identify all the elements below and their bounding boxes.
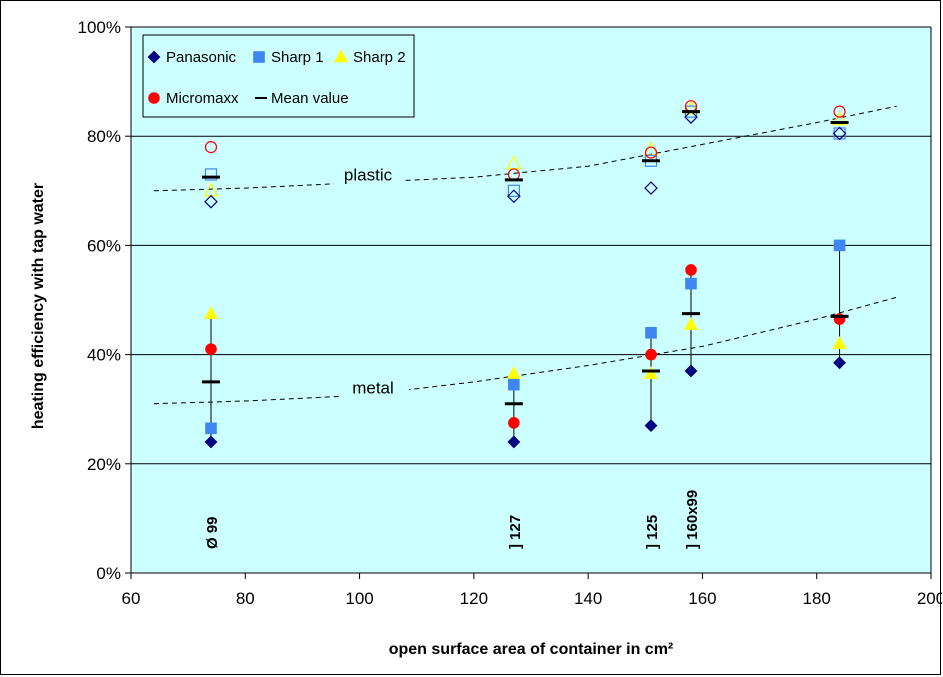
panasonic-metal-point: [684, 364, 698, 378]
container-size-label: ] 125: [644, 515, 661, 549]
panasonic-plastic-point: [507, 189, 521, 204]
panasonic-metal-point: [644, 419, 658, 433]
trendline-metal: [153, 296, 897, 405]
sharp-1-metal-point: [833, 239, 846, 252]
sharp-2-metal-point: [203, 306, 219, 319]
legend-label-micromaxx: Micromaxx: [166, 90, 239, 107]
trendline-plastic: [153, 105, 897, 192]
panasonic-metal-point: [507, 435, 521, 449]
trendline-label-plastic: plastic: [344, 166, 393, 185]
container-size-label: Ø 99: [204, 516, 221, 549]
panasonic-metal-point: [833, 356, 846, 370]
sharp-1-metal-point: [685, 277, 697, 290]
annotation-backing: [204, 464, 234, 572]
y-tick-label: 0%: [96, 564, 121, 583]
panasonic-metal-point: [204, 435, 218, 449]
legend-label-sharp-1: Sharp 1: [271, 49, 324, 66]
micromaxx-plastic-point: [833, 105, 846, 118]
trendline-label-metal: metal: [352, 379, 394, 398]
y-tick-label: 60%: [87, 236, 121, 255]
container-size-label: ] 160x99: [684, 490, 701, 549]
x-axis-title: open surface area of container in cm²: [389, 641, 674, 658]
legend-symbol-sharp-2: [333, 49, 349, 63]
legend-label-sharp-2: Sharp 2: [353, 49, 406, 66]
sharp-2-plastic-point: [832, 111, 848, 126]
legend-symbol-panasonic: [147, 50, 161, 64]
x-tick-label: 140: [574, 589, 602, 608]
sharp-1-metal-point: [205, 422, 217, 435]
panasonic-plastic-point: [832, 126, 847, 141]
x-tick-label: 80: [236, 589, 255, 608]
panasonic-plastic-point: [644, 181, 658, 195]
sharp-2-metal-point: [832, 336, 847, 349]
sharp-2-plastic-point: [683, 100, 699, 115]
x-tick-label: 60: [122, 589, 141, 608]
sharp-1-metal-point: [645, 326, 657, 339]
sharp-2-metal-point: [506, 366, 521, 380]
annotation-backing: [684, 464, 714, 572]
y-axis-title: heating efficiency with tap water: [30, 183, 47, 429]
x-tick-label: 160: [688, 589, 716, 608]
sharp-1-plastic-point: [507, 184, 520, 197]
legend: Panasonic Sharp 1 Sharp 2 Micromaxx Mean val…: [142, 34, 415, 118]
sharp-2-metal-point: [643, 366, 659, 380]
annotations: Ø 99 ] 127 ] 125 ] 160x99: [204, 464, 714, 572]
legend-symbol-sharp-1: [253, 51, 265, 63]
panasonic-plastic-point: [684, 110, 698, 124]
x-tick-labels: 60 80 100 120 140 160 180 200: [122, 589, 942, 608]
annotation-backing: [644, 464, 674, 572]
y-tick-label: 100%: [78, 18, 121, 37]
x-tick-label: 100: [345, 589, 373, 608]
y-tick-label: 40%: [87, 346, 121, 365]
micromaxx-metal-point: [205, 343, 217, 355]
y-tick-label: 20%: [87, 455, 121, 474]
sharp-1-plastic-point: [204, 168, 218, 181]
sharp-1-metal-point: [508, 378, 520, 391]
data-marks: [202, 100, 849, 449]
micromaxx-plastic-point: [204, 141, 218, 154]
x-tick-label: 200: [917, 589, 942, 608]
legend-symbol-micromaxx: [148, 92, 160, 104]
container-size-label: ] 127: [507, 515, 524, 549]
panasonic-plastic-point: [204, 194, 218, 209]
y-tick-labels: 0% 20% 40% 60% 80% 100%: [78, 18, 121, 583]
x-tick-label: 120: [460, 589, 488, 608]
axes: [130, 26, 932, 574]
trendline-label-backing: [334, 162, 404, 185]
trendline-label-backing: [339, 375, 409, 398]
legend-label-panasonic: Panasonic: [166, 49, 237, 66]
trendlines: plastic metal: [153, 105, 897, 405]
y-tick-label: 80%: [87, 127, 121, 146]
micromaxx-metal-point: [508, 417, 520, 429]
legend-label-mean-value: Mean value: [271, 90, 349, 107]
sharp-2-metal-point: [683, 316, 699, 330]
x-tick-label: 180: [803, 589, 831, 608]
legend-box: [142, 34, 415, 118]
micromaxx-plastic-point: [644, 146, 658, 159]
micromaxx-metal-point: [645, 348, 657, 361]
annotation-backing: [506, 464, 537, 572]
micromaxx-metal-point: [685, 264, 697, 276]
